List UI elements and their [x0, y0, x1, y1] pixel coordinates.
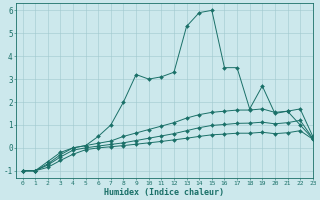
X-axis label: Humidex (Indice chaleur): Humidex (Indice chaleur): [105, 188, 225, 197]
